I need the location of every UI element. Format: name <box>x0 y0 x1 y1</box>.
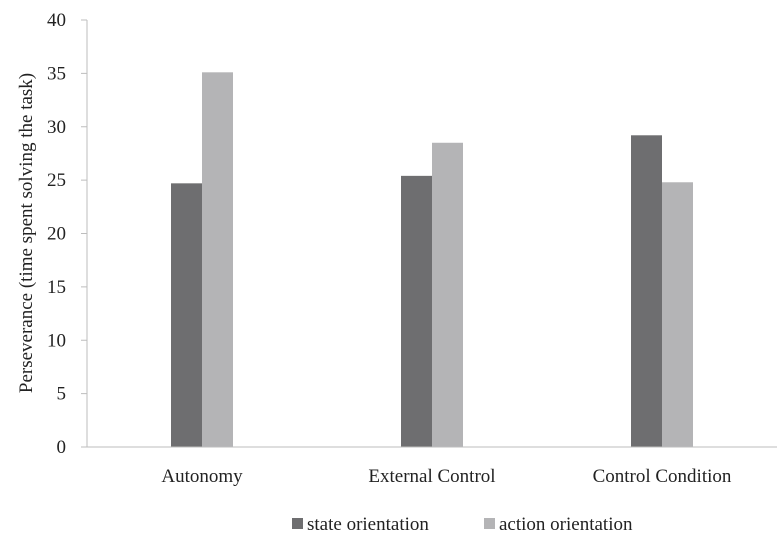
y-tick-label: 10 <box>47 330 66 351</box>
bar-action-orientation-external-control <box>432 142 463 447</box>
legend: state orientation action orientation <box>292 514 633 535</box>
x-category-label: External Control <box>368 466 495 487</box>
bar-action-orientation-control-condition <box>662 182 693 447</box>
bar-action-orientation-autonomy <box>202 72 233 448</box>
y-tick-label: 0 <box>57 437 67 458</box>
y-axis-title: Perseverance (time spent solving the tas… <box>16 73 37 393</box>
bar-state-orientation-control-condition <box>631 135 662 448</box>
bars <box>171 72 693 448</box>
legend-swatch <box>292 518 303 529</box>
y-tick-label: 15 <box>47 277 66 298</box>
y-tick-label: 40 <box>47 10 66 31</box>
x-category-label: Control Condition <box>593 466 732 487</box>
y-tick-label: 35 <box>47 63 66 84</box>
x-axis-labels: Autonomy External Control Control Conditio… <box>161 466 732 487</box>
bar-state-orientation-autonomy <box>171 183 202 447</box>
legend-swatch <box>484 518 495 529</box>
y-axis-title-group: Perseverance (time spent solving the tas… <box>16 73 37 393</box>
x-category-label: Autonomy <box>161 466 243 487</box>
y-tick-label: 30 <box>47 117 66 138</box>
y-tick-label: 20 <box>47 224 66 245</box>
bar-state-orientation-external-control <box>401 175 432 448</box>
legend-label: action orientation <box>499 514 633 535</box>
y-axis-ticks: 0 5 10 15 20 25 30 35 40 <box>47 10 87 458</box>
y-tick-label: 5 <box>57 384 67 405</box>
legend-label: state orientation <box>307 514 429 535</box>
y-tick-label: 25 <box>47 170 66 191</box>
